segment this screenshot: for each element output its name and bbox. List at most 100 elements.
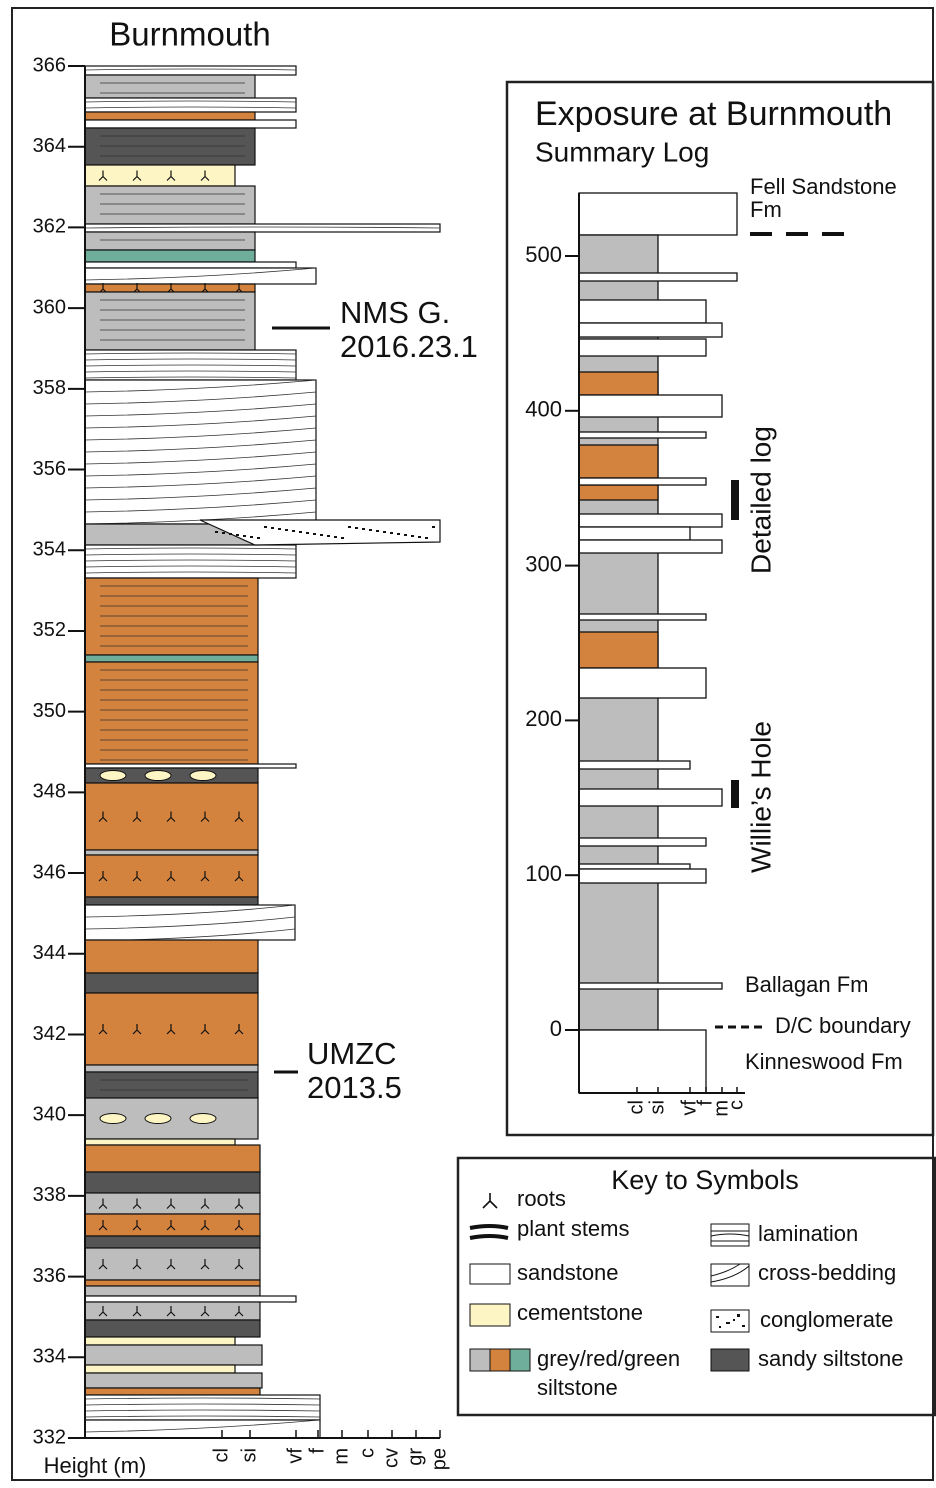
clast [432,526,435,528]
bed [85,250,255,262]
clast [271,527,274,529]
key: Key to Symbols roots plant stems sandsto… [458,1158,935,1415]
key-label: grey/red/green [537,1346,680,1371]
bed [85,973,258,993]
y-tick-label: 342 [33,1023,66,1045]
y-tick-label: 352 [33,619,66,641]
summary-y-tick-label: 500 [525,242,562,267]
clast [243,535,246,537]
summary-bed [579,485,658,500]
summary-bed [579,478,706,485]
bed [85,850,258,855]
summary-bed [579,668,706,698]
bed [85,897,258,905]
summary-bed [579,789,722,806]
y-tick-label: 366 [33,54,66,76]
nodule [145,771,171,781]
clast [418,536,421,538]
bed [85,1145,260,1172]
bed [85,232,255,250]
bed [85,1139,235,1145]
summary-bed [579,323,722,337]
clast [306,532,309,534]
clast [348,526,351,528]
formation-label: Kinneswood Fm [745,1049,903,1074]
key-label: plant stems [517,1216,630,1241]
y-tick-label: 362 [33,216,66,238]
summary-bed [579,869,706,883]
clast [425,537,428,539]
summary-bed [579,514,722,527]
key-label: roots [517,1186,566,1211]
bed [85,1248,260,1280]
roots-symbol [483,1193,497,1208]
y-tick-label: 350 [33,700,66,722]
section-label: Willie’s Hole [745,721,776,873]
clast [383,531,386,533]
sample-label: 2013.5 [307,1070,402,1105]
clast [278,528,281,530]
key-label: lamination [758,1221,858,1246]
key-label: cementstone [517,1300,643,1325]
summary-bed [579,632,658,668]
summary-bed [579,983,722,989]
summary-bed [579,273,737,281]
clast [236,534,239,536]
grain-label: cl [210,1448,232,1462]
summary-bed [579,540,722,553]
clast [327,535,330,537]
grain-label: pe [428,1448,450,1470]
bed [85,165,235,186]
clast [320,534,323,536]
summary-y-tick-label: 100 [525,861,562,886]
cementstone-swatch [470,1304,510,1326]
clast [250,536,253,538]
y-tick-label: 360 [33,296,66,318]
summary-title: Exposure at Burnmouth [535,95,892,133]
sandy-siltstone-swatch [711,1349,749,1371]
green-swatch [510,1349,530,1371]
summary-subtitle: Summary Log [535,136,709,167]
formation-label: Fm [750,197,782,222]
summary-bed [579,527,690,540]
summary-y-tick-label: 400 [525,397,562,422]
grain-label: gr [404,1448,426,1466]
y-tick-label: 344 [33,942,66,964]
bed [85,1065,258,1072]
y-tick-label: 348 [33,781,66,803]
bed [85,128,255,165]
grain-label: m [330,1448,352,1465]
key-title: Key to Symbols [611,1165,799,1195]
summary-grain-label: si [646,1100,668,1114]
sandstone-swatch [470,1264,510,1284]
formation-label: Ballagan Fm [745,972,869,997]
nodule [100,1114,126,1124]
summary-bed [579,432,706,438]
summary-bed [579,339,706,356]
summary-bed [579,372,658,395]
clast [222,532,225,534]
y-tick-label: 358 [33,377,66,399]
clast [229,533,232,535]
clast [264,526,267,528]
y-tick-label: 334 [33,1346,66,1368]
bed [85,1337,235,1345]
summary-bed [579,864,690,869]
bed [85,120,296,128]
bed [85,1193,260,1214]
section-bar [731,780,739,808]
figure: Burnmouth Height (m) NMS G. 2016.23.1 UM… [0,0,936,1483]
bed [85,655,258,662]
section-label: Detailed log [745,426,776,574]
summary-bed [579,395,722,417]
conglomerate-swatch [711,1310,749,1332]
clast [362,528,365,530]
clast [404,534,407,536]
bed [85,1296,296,1302]
sample-label: 2016.23.1 [340,329,478,364]
log-title: Burnmouth [109,16,270,53]
summary-log: Exposure at Burnmouth Summary Log Fell S… [507,82,933,1135]
grain-label: f [306,1448,328,1454]
key-label: sandy siltstone [758,1346,904,1371]
y-tick-label: 332 [33,1426,66,1448]
